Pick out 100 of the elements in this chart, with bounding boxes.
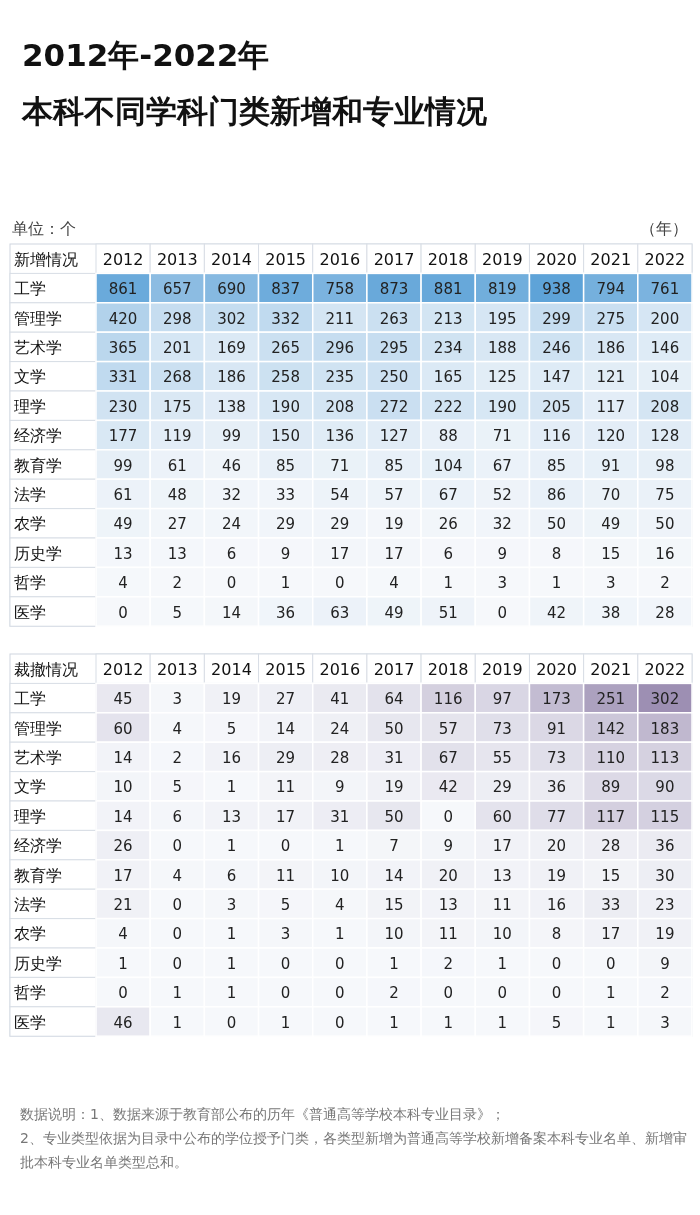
- y-tick-label: 农学: [14, 924, 46, 944]
- data-label: 70: [601, 485, 621, 504]
- y-tick-label: 经济学: [14, 836, 62, 856]
- data-label: 29: [276, 748, 296, 767]
- data-label: 17: [276, 807, 296, 826]
- data-label: 50: [547, 515, 567, 534]
- data-label: 0: [605, 954, 616, 973]
- data-label: 33: [276, 485, 296, 504]
- data-label: 258: [271, 368, 300, 387]
- data-label: 211: [325, 309, 355, 328]
- data-label: 142: [596, 719, 626, 738]
- data-label: 186: [217, 368, 246, 387]
- data-label: 28: [330, 748, 350, 767]
- data-label: 9: [443, 837, 453, 856]
- data-label: 1: [172, 984, 183, 1003]
- x-tick-label: 2016: [319, 659, 361, 679]
- data-label: 19: [547, 866, 567, 885]
- y-tick-label: 工学: [14, 689, 46, 709]
- text: 2、专业类型依据为目录中公布的学位授予门类，各类型新增为普通高等学校新增备案本科专业名单、新增审批本科专业名单类型总和。: [20, 1129, 688, 1173]
- x-tick-label: 2022: [644, 659, 686, 679]
- data-label: 14: [113, 748, 133, 767]
- data-label: 657: [162, 280, 192, 299]
- data-label: 52: [492, 485, 512, 504]
- data-label: 138: [217, 397, 246, 416]
- data-label: 4: [172, 719, 183, 738]
- data-label: 85: [547, 456, 567, 475]
- data-label: 24: [221, 515, 241, 534]
- chart-title: 2012年-2022年: [22, 37, 270, 73]
- data-label: 19: [384, 778, 404, 797]
- data-label: 208: [650, 397, 680, 416]
- data-label: 128: [650, 427, 680, 446]
- data-label: 299: [542, 309, 571, 328]
- data-label: 77: [547, 807, 567, 826]
- data-label: 91: [547, 719, 567, 738]
- data-label: 97: [492, 690, 512, 709]
- data-label: 29: [492, 778, 512, 797]
- data-label: 190: [488, 397, 517, 416]
- data-label: 91: [601, 456, 621, 475]
- data-label: 32: [492, 515, 512, 534]
- data-label: 32: [221, 485, 241, 504]
- data-label: 88: [438, 427, 458, 446]
- data-label: 201: [162, 338, 192, 357]
- data-label: 17: [492, 837, 512, 856]
- data-label: 861: [108, 280, 138, 299]
- x-tick-label: 2013: [156, 659, 198, 679]
- data-label: 49: [384, 603, 404, 622]
- data-label: 50: [384, 719, 404, 738]
- data-label: 0: [172, 925, 183, 944]
- data-label: 11: [276, 866, 296, 885]
- data-label: 1: [389, 1013, 399, 1032]
- y-tick-label: 理学: [14, 396, 46, 416]
- data-label: 837: [271, 280, 300, 299]
- data-label: 33: [601, 895, 621, 914]
- data-label: 0: [551, 984, 562, 1003]
- data-label: 67: [492, 456, 512, 475]
- data-label: 36: [655, 837, 675, 856]
- data-label: 169: [217, 338, 246, 357]
- y-tick-label: 教育学: [14, 455, 62, 475]
- data-label: 758: [325, 280, 355, 299]
- data-label: 4: [389, 574, 399, 593]
- y-tick-label: 经济学: [14, 426, 62, 446]
- data-label: 63: [330, 603, 350, 622]
- data-label: 3: [660, 1013, 670, 1032]
- data-label: 15: [384, 895, 404, 914]
- data-label: 16: [547, 895, 567, 914]
- data-label: 761: [650, 280, 680, 299]
- data-label: 208: [325, 397, 355, 416]
- data-label: 4: [118, 925, 128, 944]
- data-label: 2: [172, 574, 183, 593]
- data-label: 20: [438, 866, 458, 885]
- data-label: 188: [488, 338, 517, 357]
- data-label: 29: [330, 515, 350, 534]
- data-label: 6: [443, 544, 453, 563]
- data-label: 0: [172, 954, 183, 973]
- data-label: 26: [113, 837, 133, 856]
- data-label: 113: [650, 748, 680, 767]
- x-tick-label: 2020: [536, 249, 577, 269]
- data-label: 14: [113, 807, 133, 826]
- data-label: 8: [551, 544, 562, 563]
- x-tick-label: 2019: [482, 659, 523, 679]
- data-label: 4: [335, 895, 345, 914]
- data-label: 85: [276, 456, 296, 475]
- data-label: 0: [335, 984, 345, 1003]
- data-label: 116: [542, 427, 571, 446]
- data-label: 0: [280, 837, 291, 856]
- data-label: 2: [172, 748, 183, 767]
- data-label: 99: [113, 456, 133, 475]
- data-label: 10: [330, 866, 350, 885]
- data-label: 1: [226, 837, 237, 856]
- data-label: 1: [226, 984, 237, 1003]
- data-label: 3: [605, 574, 616, 593]
- data-label: 246: [542, 338, 571, 357]
- data-label: 420: [108, 309, 138, 328]
- data-label: 117: [596, 397, 626, 416]
- data-label: 30: [655, 866, 675, 885]
- data-label: 20: [547, 837, 567, 856]
- data-label: 57: [384, 485, 404, 504]
- data-label: 104: [650, 368, 680, 387]
- data-label: 234: [433, 338, 463, 357]
- data-label: 13: [492, 866, 512, 885]
